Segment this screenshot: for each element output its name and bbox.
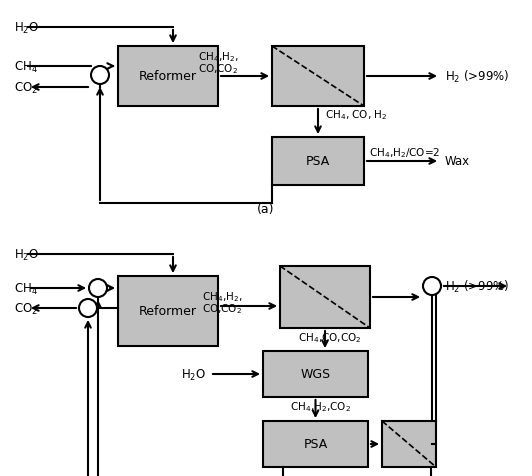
Text: CH$_4$,H$_2$/CO=2: CH$_4$,H$_2$/CO=2 <box>369 146 440 159</box>
Text: PSA: PSA <box>303 437 328 451</box>
Text: Wax: Wax <box>445 155 470 168</box>
Circle shape <box>91 67 109 85</box>
Text: CO$_2$: CO$_2$ <box>14 80 38 95</box>
Text: CO$_2$: CO$_2$ <box>14 301 38 316</box>
Text: PSA: PSA <box>306 155 330 168</box>
Text: CH$_4$: CH$_4$ <box>14 60 38 74</box>
Text: H$_2$O: H$_2$O <box>14 20 39 36</box>
Text: H$_2$O: H$_2$O <box>181 367 206 382</box>
Text: CH$_4$, CO, H$_2$: CH$_4$, CO, H$_2$ <box>325 108 387 122</box>
Bar <box>263 421 368 467</box>
Bar <box>118 47 218 107</box>
Bar <box>382 421 436 467</box>
Circle shape <box>79 299 97 317</box>
Text: CH$_4$,H$_2$,: CH$_4$,H$_2$, <box>202 289 242 303</box>
Text: CO,CO$_2$: CO,CO$_2$ <box>202 301 242 315</box>
Text: WGS: WGS <box>301 368 330 381</box>
Bar <box>280 267 370 328</box>
Text: (a): (a) <box>257 203 275 216</box>
Text: CO,CO$_2$: CO,CO$_2$ <box>198 62 238 76</box>
Text: H$_2$ (>99%): H$_2$ (>99%) <box>445 278 510 295</box>
Text: CH$_4$,CO,CO$_2$: CH$_4$,CO,CO$_2$ <box>298 330 362 344</box>
Text: Reformer: Reformer <box>139 70 197 83</box>
Circle shape <box>423 278 441 296</box>
Text: H$_2$ (>99%): H$_2$ (>99%) <box>445 69 510 85</box>
Circle shape <box>89 279 107 298</box>
Text: CH$_4$: CH$_4$ <box>14 281 38 296</box>
Bar <box>263 351 368 397</box>
Bar <box>272 138 364 186</box>
Bar <box>118 277 218 346</box>
Text: H$_2$O: H$_2$O <box>14 247 39 262</box>
Text: CH$_4$,H$_2$,: CH$_4$,H$_2$, <box>198 50 238 64</box>
Text: Reformer: Reformer <box>139 305 197 318</box>
Text: CH$_4$,H$_2$,CO$_2$: CH$_4$,H$_2$,CO$_2$ <box>290 399 351 413</box>
Bar <box>272 47 364 107</box>
